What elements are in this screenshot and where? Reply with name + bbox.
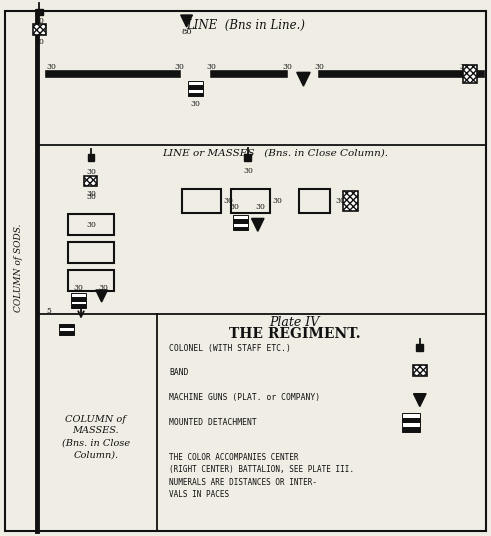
Bar [59,327,74,331]
Bar [402,418,420,422]
Text: MOUNTED DETACHMENT: MOUNTED DETACHMENT [169,418,257,427]
Text: 30: 30 [314,63,324,71]
Bar [87,154,94,161]
Text: 30: 30 [98,284,108,292]
Text: 30: 30 [459,63,469,71]
Bar [188,89,203,93]
Text: 30: 30 [86,190,96,198]
Polygon shape [96,290,108,302]
Text: Plate IV: Plate IV [270,316,320,329]
Bar [36,9,43,15]
Bar [413,365,427,376]
Text: 30: 30 [86,193,96,201]
Text: 30: 30 [74,284,83,292]
Text: 30: 30 [34,38,44,46]
Text: 30: 30 [282,63,292,71]
Bar [71,304,86,308]
Text: LINE or MASSES   (Bns. in Close Column).: LINE or MASSES (Bns. in Close Column). [162,149,388,158]
Text: 80: 80 [181,28,192,36]
Text: BAND: BAND [169,368,189,377]
Text: 30: 30 [336,197,346,205]
Polygon shape [297,72,310,86]
Polygon shape [181,15,192,27]
Text: THE REGIMENT.: THE REGIMENT. [229,327,360,341]
Bar [231,189,270,213]
Text: 30: 30 [34,17,44,25]
Bar [188,81,203,85]
Text: COLUMN of
MASSES.
(Bns. in Close
Column).: COLUMN of MASSES. (Bns. in Close Column)… [62,415,130,459]
Bar [188,93,203,96]
Bar [182,189,221,213]
Bar [59,331,74,335]
Text: THE COLOR ACCOMPANIES CENTER
(RIGHT CENTER) BATTALION, SEE PLATE III.
NUMERALS A: THE COLOR ACCOMPANIES CENTER (RIGHT CENT… [169,453,355,500]
Bar [299,189,329,213]
Bar [59,324,74,327]
Text: 30: 30 [47,63,56,71]
Text: 30: 30 [86,221,96,229]
Bar [402,413,420,418]
Bar [188,85,203,89]
Text: 5: 5 [47,307,52,315]
Bar [67,270,114,291]
Bar [233,227,248,230]
Text: MACHINE GUNS (PLAT. or COMPANY): MACHINE GUNS (PLAT. or COMPANY) [169,393,321,402]
Bar [71,293,86,297]
Text: COLUMN of SODS.: COLUMN of SODS. [14,224,23,312]
Bar [402,422,420,427]
Bar [233,215,248,219]
Bar [71,301,86,304]
Text: 30: 30 [206,63,216,71]
Bar [416,344,423,351]
Text: 30: 30 [272,197,282,205]
Bar [71,297,86,301]
Text: 30: 30 [243,167,253,175]
Bar [33,24,46,34]
Bar [245,154,251,161]
Bar [67,214,114,235]
Text: LINE  (Bns in Line.): LINE (Bns in Line.) [187,19,305,32]
Bar [233,219,248,223]
Polygon shape [413,393,426,407]
Text: 30: 30 [223,197,233,205]
Polygon shape [251,219,264,232]
Bar [84,176,97,186]
Bar [343,191,358,211]
Text: 30: 30 [229,203,239,211]
Bar [67,242,114,263]
Text: 30: 30 [86,168,96,176]
Text: 30: 30 [191,100,200,108]
Bar [463,65,477,83]
Text: COLONEL (WITH STAFF ETC.): COLONEL (WITH STAFF ETC.) [169,344,291,353]
Bar [402,427,420,432]
Text: 30: 30 [174,63,184,71]
Bar [233,223,248,227]
Text: 30: 30 [255,203,265,211]
